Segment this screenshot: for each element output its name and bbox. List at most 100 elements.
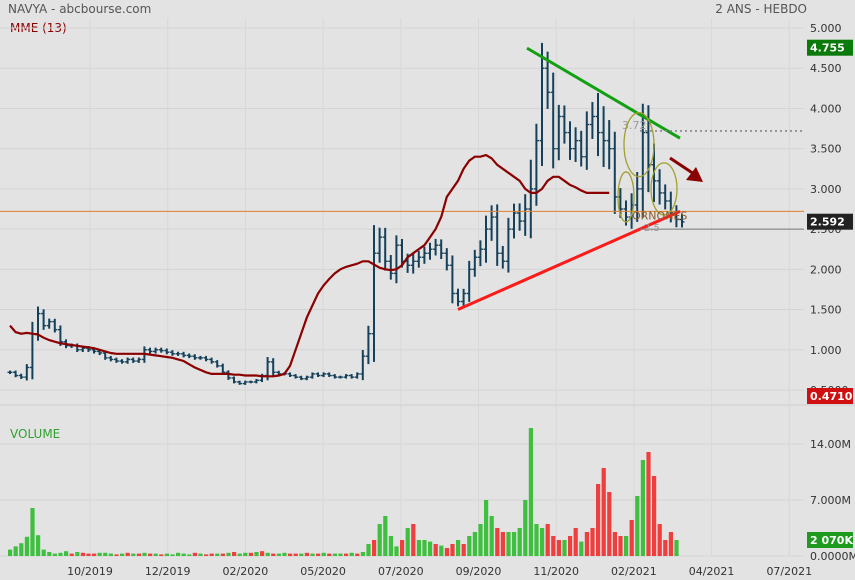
volume-bar xyxy=(472,532,477,556)
max-price-badge: 4.755 xyxy=(810,42,845,55)
price-candle xyxy=(421,246,427,264)
price-candle xyxy=(522,194,528,236)
volume-bar xyxy=(551,536,556,556)
volume-bar xyxy=(512,532,517,556)
price-candle xyxy=(449,255,455,304)
volume-bar xyxy=(612,532,617,556)
price-candle xyxy=(573,127,579,162)
volume-bar xyxy=(69,553,74,556)
price-tick-label: 3.000 xyxy=(810,183,842,196)
price-tick-label: 1.500 xyxy=(810,304,842,317)
price-candle xyxy=(472,249,478,277)
volume-bar xyxy=(584,532,589,556)
price-candle xyxy=(550,72,556,169)
volume-bar xyxy=(310,553,315,556)
volume-bar xyxy=(450,544,455,556)
volume-bar xyxy=(299,553,304,556)
volume-bar xyxy=(304,552,309,556)
price-candle xyxy=(332,374,338,379)
volume-bar xyxy=(103,552,108,556)
volume-bar xyxy=(215,553,220,556)
volume-bar xyxy=(663,540,668,556)
volume-tick-label: 7.000M xyxy=(810,494,851,507)
volume-bar xyxy=(120,553,125,556)
time-tick-label: 11/2020 xyxy=(533,565,579,578)
volume-bar xyxy=(153,553,158,556)
volume-bar xyxy=(394,546,399,556)
volume-bar xyxy=(226,552,231,556)
volume-bar xyxy=(540,528,545,556)
price-candle xyxy=(567,121,573,160)
volume-bar xyxy=(366,544,371,556)
volume-bar xyxy=(282,552,287,556)
volume-bar xyxy=(164,553,169,556)
volume-bar xyxy=(80,552,85,556)
price-candle xyxy=(595,92,601,157)
volume-bar xyxy=(181,553,186,556)
price-candle xyxy=(640,103,646,218)
price-candle xyxy=(634,171,640,222)
price-candle xyxy=(326,372,332,377)
price-candle xyxy=(433,238,439,256)
price-candle xyxy=(136,357,142,363)
volume-bar xyxy=(338,553,343,556)
price-candle xyxy=(108,355,114,362)
volume-bar xyxy=(360,552,365,556)
arrow-shaft xyxy=(669,156,695,176)
price-candle xyxy=(505,217,511,273)
price-candle xyxy=(416,250,422,268)
price-candle xyxy=(113,357,119,363)
time-tick-label: 10/2019 xyxy=(67,565,113,578)
volume-bar xyxy=(243,552,248,556)
price-candle xyxy=(231,376,237,384)
price-candle xyxy=(214,360,220,368)
price-tick-label: 4.000 xyxy=(810,102,842,115)
down-arrow-icon xyxy=(686,167,703,182)
price-candle xyxy=(539,42,545,166)
min-price-badge: 0.4710 xyxy=(810,390,853,403)
price-candle xyxy=(349,374,355,379)
price-candle xyxy=(220,363,226,375)
volume-bar xyxy=(204,554,209,556)
price-candle xyxy=(29,321,35,380)
price-candle xyxy=(209,357,215,364)
volume-bar xyxy=(433,544,438,556)
head-ellipse xyxy=(623,111,655,178)
price-candle xyxy=(410,253,416,274)
gridlines xyxy=(0,18,855,557)
pattern-label: ORNONES xyxy=(632,209,687,222)
time-tick-label: 09/2020 xyxy=(456,565,502,578)
price-candle xyxy=(528,159,534,239)
volume-bar xyxy=(568,536,573,556)
volume-bar xyxy=(517,528,522,556)
volume-bar xyxy=(19,543,24,556)
price-candle xyxy=(427,242,433,260)
volume-bar xyxy=(237,553,242,556)
volume-bar xyxy=(640,460,645,556)
price-candle xyxy=(461,288,467,307)
left-shoulder-ellipse xyxy=(617,171,635,223)
price-candle xyxy=(584,111,590,170)
time-tick-label: 07/2021 xyxy=(766,565,812,578)
volume-bar xyxy=(601,468,606,556)
price-candle xyxy=(343,374,349,379)
volume-bar xyxy=(344,553,349,556)
resistance-trendline xyxy=(526,46,681,140)
price-candle xyxy=(444,248,450,271)
volume-bar xyxy=(170,554,175,556)
price-candle xyxy=(360,350,366,381)
volume-bar xyxy=(562,540,567,556)
volume-bar xyxy=(108,553,113,556)
price-tick-label: 3.500 xyxy=(810,143,842,156)
price-candle xyxy=(315,372,321,377)
volume-bar xyxy=(596,484,601,556)
price-candle xyxy=(237,380,243,385)
volume-bar xyxy=(383,516,388,556)
price-candle xyxy=(606,120,612,170)
volume-bar xyxy=(355,553,360,556)
price-candle xyxy=(287,372,293,377)
volume-bar xyxy=(198,553,203,556)
volume-bar xyxy=(148,553,153,556)
right-shoulder-ellipse xyxy=(650,162,678,216)
value-badges: 4.755 2.592 0.4710 2 070K xyxy=(807,39,853,548)
